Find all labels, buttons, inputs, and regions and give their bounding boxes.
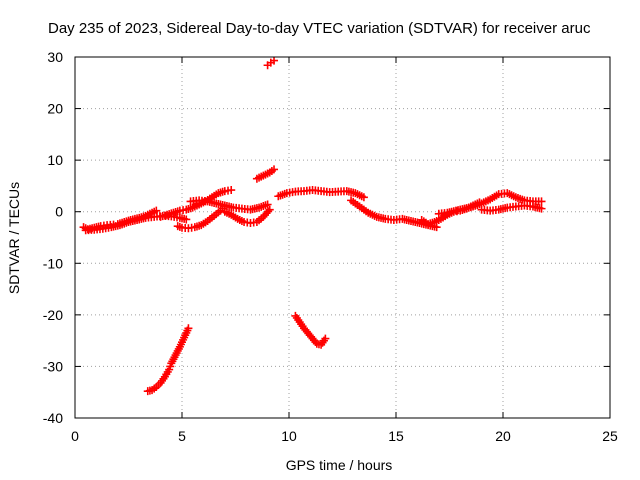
x-tick-label: 10 bbox=[281, 428, 297, 444]
data-point bbox=[166, 362, 175, 371]
y-tick-label: -20 bbox=[43, 307, 63, 323]
data-point bbox=[432, 223, 441, 232]
y-tick-label: -10 bbox=[43, 255, 63, 271]
data-point bbox=[537, 204, 546, 213]
y-axis-label: SDTVAR / TECUs bbox=[6, 182, 22, 294]
x-tick-label: 25 bbox=[602, 428, 618, 444]
y-tick-label: -40 bbox=[43, 410, 63, 426]
series-track-neg-rise bbox=[143, 324, 193, 396]
points-layer bbox=[79, 56, 546, 396]
data-point bbox=[165, 365, 174, 374]
series-track-neg-fall bbox=[291, 311, 330, 349]
x-tick-label: 0 bbox=[71, 428, 79, 444]
plot-frame bbox=[74, 56, 611, 419]
y-tick-label: 20 bbox=[47, 101, 63, 117]
data-point bbox=[321, 334, 330, 343]
series-track-mid-1 bbox=[186, 196, 272, 214]
series-track-main-2 bbox=[81, 211, 191, 235]
y-tick-label: 0 bbox=[55, 204, 63, 220]
chart-title: Day 235 of 2023, Sidereal Day-to-day VTE… bbox=[48, 20, 591, 37]
data-point bbox=[270, 165, 279, 174]
data-point bbox=[359, 193, 368, 202]
series-track-late-2 bbox=[477, 201, 546, 215]
series-track-short-1 bbox=[252, 165, 279, 183]
data-point bbox=[263, 200, 272, 209]
data-point bbox=[182, 215, 191, 224]
data-point bbox=[184, 324, 193, 333]
data-point bbox=[265, 205, 274, 214]
data-point bbox=[537, 197, 546, 206]
series-track-descent bbox=[347, 196, 441, 232]
y-tick-label: 10 bbox=[47, 152, 63, 168]
x-tick-label: 20 bbox=[495, 428, 511, 444]
grid-layer bbox=[75, 57, 610, 418]
y-tick-label: 30 bbox=[47, 49, 63, 65]
series-track-late-1 bbox=[434, 189, 546, 218]
y-tick-label: -30 bbox=[43, 358, 63, 374]
x-tick-label: 5 bbox=[178, 428, 186, 444]
data-point bbox=[227, 186, 236, 195]
series-track-outlier-top bbox=[263, 56, 279, 70]
x-axis-label: GPS time / hours bbox=[286, 457, 393, 473]
series-track-dip-2 bbox=[220, 205, 274, 228]
x-tick-label: 15 bbox=[388, 428, 404, 444]
ticks-layer: 0 5 10 15 20 25 -40 -30 -20 -10 0 10 20 30 bbox=[43, 49, 618, 444]
series-track-plateau bbox=[274, 186, 368, 202]
data-point bbox=[270, 56, 279, 65]
